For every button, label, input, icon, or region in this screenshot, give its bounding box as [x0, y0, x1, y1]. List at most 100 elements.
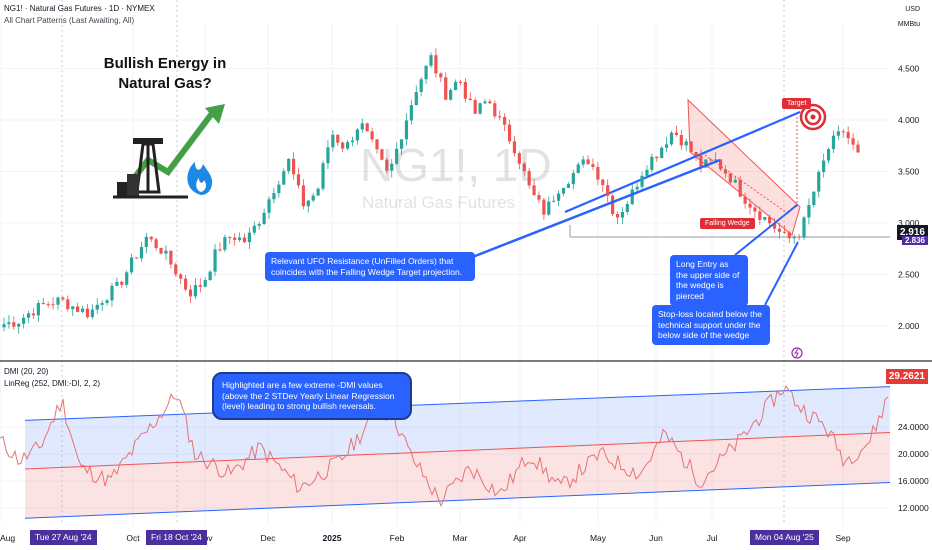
candle-body [414, 91, 418, 106]
dmi-tick-label: 24.0000 [898, 422, 929, 432]
sticker-title-line1: Bullish Energy in [103, 55, 227, 72]
candle-body [856, 144, 860, 153]
candle-body [66, 299, 70, 310]
candle-body [748, 203, 752, 208]
candle-body [468, 98, 472, 101]
candle-body [130, 257, 134, 273]
candle-body [699, 155, 703, 168]
candle-body [110, 285, 114, 301]
candle-body [31, 313, 36, 316]
candle-body [311, 195, 315, 201]
price-tick-label: 2.000 [898, 321, 920, 331]
time-tick-label: Apr [513, 533, 526, 543]
time-tick-label: May [590, 533, 607, 543]
candle-body [493, 103, 497, 117]
price-tick-label: 2.500 [898, 270, 920, 280]
candle-body [287, 158, 291, 172]
linreg-channel [24, 386, 891, 519]
time-tick-label: Aug [0, 533, 15, 543]
candle-body [360, 123, 364, 130]
dmi-tick-label: 12.0000 [898, 503, 929, 513]
time-tick-label: 2025 [323, 533, 342, 543]
flash-icon[interactable] [791, 347, 803, 359]
candle-body [409, 105, 413, 121]
candle-body [557, 193, 561, 201]
candle-body [105, 300, 109, 303]
target-icon [799, 103, 827, 131]
candle-body [429, 55, 433, 66]
candle-body [370, 131, 374, 140]
candle-body [169, 250, 173, 265]
watermark-name: Natural Gas Futures [362, 193, 516, 212]
candle-body [7, 322, 11, 325]
candle-body [714, 159, 718, 161]
candle-body [728, 173, 732, 183]
candle-body [188, 289, 193, 297]
candle-body [144, 236, 148, 248]
candle-body [635, 186, 639, 190]
candle-body [772, 223, 777, 229]
candle-body [498, 116, 502, 118]
candle-body [763, 217, 767, 220]
candle-body [120, 281, 124, 285]
candle-body [26, 313, 31, 318]
candle-body [655, 156, 659, 159]
candle-body [434, 55, 438, 74]
candle-body [660, 147, 664, 159]
candle-body [689, 141, 693, 153]
time-tick-label: Feb [390, 533, 405, 543]
price-axis: 2.000 2.500 3.000 3.500 4.000 4.500 [898, 63, 920, 331]
candle-body [208, 271, 212, 280]
candle-body [723, 169, 728, 174]
candle-body [473, 100, 477, 114]
linreg-mid-line [24, 432, 891, 470]
time-axis: AugOctNovDec2025FebMarAprMayJunJulSep [0, 533, 851, 543]
stop-loss-callout[interactable]: Stop-loss located below the technical su… [652, 305, 770, 345]
candle-body [228, 237, 232, 239]
candle-body [80, 308, 85, 312]
candle-body [100, 302, 104, 305]
candles [2, 48, 860, 334]
candle-body [183, 278, 188, 290]
candle-body [291, 158, 296, 175]
candle-body [439, 73, 443, 78]
candle-body [154, 239, 158, 249]
candle-body [807, 205, 811, 218]
candle-body [552, 200, 556, 202]
candle-body [159, 248, 163, 254]
candle-body [272, 193, 276, 200]
candle-body [213, 249, 217, 272]
dmi-value-tag: 29.2621 [885, 369, 928, 384]
candle-body [262, 212, 266, 225]
dmi-callout[interactable]: Highlighted are a few extreme -DMI value… [212, 372, 412, 420]
candle-body [802, 217, 806, 238]
candle-body [345, 142, 350, 149]
candle-body [277, 184, 281, 194]
candle-body [640, 175, 644, 187]
price-tick-label: 3.500 [898, 166, 920, 176]
watermark-ticker: NG1!, 1D [360, 139, 552, 191]
price-tick-label: 4.500 [898, 63, 920, 73]
candle-body [566, 184, 571, 188]
currency-label: USD [905, 6, 920, 13]
candle-body [458, 81, 463, 83]
candle-body [758, 211, 762, 220]
candle-body [792, 236, 796, 239]
long-entry-callout[interactable]: Long Entry as the upper side of the wedg… [670, 255, 748, 306]
candle-body [674, 132, 679, 136]
unit-label: MMBtu [897, 21, 920, 28]
ufo-resistance-callout[interactable]: Relevant UFO Resistance (UnFilled Orders… [265, 252, 475, 282]
candle-body [355, 129, 359, 141]
candle-body [257, 224, 261, 226]
dmi-axis: 12.0000 16.0000 20.0000 24.0000 [898, 422, 929, 513]
candle-body [704, 159, 708, 168]
candle-body [851, 138, 855, 145]
time-tick-label: Sep [835, 533, 850, 543]
candle-body [203, 279, 207, 287]
price-tick-label: 4.000 [898, 115, 920, 125]
falling-wedge-label: Falling Wedge [700, 218, 755, 229]
candle-body [517, 153, 521, 164]
linreg-upper-line [24, 386, 891, 421]
date-tag-3: Mon 04 Aug '25 [750, 530, 819, 545]
time-tick-label: Oct [126, 533, 140, 543]
